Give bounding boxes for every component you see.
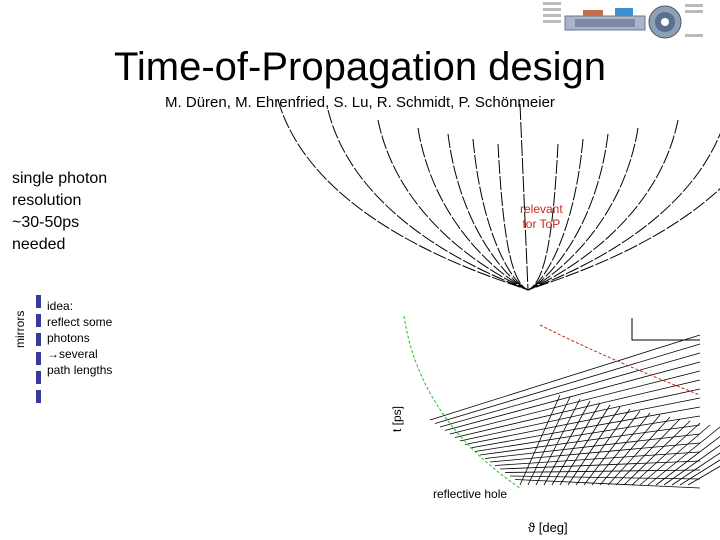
path-line: [479, 424, 701, 456]
path-line: [631, 422, 701, 486]
path-line: [527, 396, 571, 486]
path-line: [439, 352, 701, 428]
path-line: [535, 398, 581, 486]
path-line: [607, 416, 671, 486]
mirror-bars: [36, 295, 41, 409]
path-line: [615, 418, 681, 486]
idea-line: reflect some: [47, 315, 113, 329]
x-axis-label: ϑ [deg]: [528, 520, 568, 535]
reflective-hole-label: reflective hole: [433, 487, 508, 501]
authors: M. Düren, M. Ehrenfried, S. Lu, R. Schmi…: [165, 94, 555, 111]
mirror-bar: [36, 390, 41, 403]
mirror-bar: [36, 352, 41, 365]
fan-ray: [497, 143, 529, 291]
path-line: [484, 433, 701, 459]
slide-title: Time-of-Propagation design: [113, 45, 607, 89]
corner-mark: [631, 318, 700, 341]
path-line: [464, 397, 701, 445]
note-line: single photon: [12, 170, 108, 187]
idea-note: idea: reflect some photons →several path…: [47, 298, 112, 378]
y-axis-label: t [ps]: [390, 405, 404, 432]
resolution-note: single photon resolution ~30-50ps needed: [12, 168, 107, 256]
relevant-for-top-label: relevant for ToP: [520, 202, 563, 232]
path-line: [599, 414, 661, 486]
path-line: [591, 412, 651, 486]
fan-ray: [527, 188, 720, 291]
top-ray-fan: [277, 99, 720, 291]
fan-ray: [527, 132, 720, 291]
idea-line: photons: [47, 331, 90, 345]
path-line: [671, 452, 720, 486]
relevant-line: relevant: [520, 202, 563, 216]
path-line: [489, 442, 701, 463]
path-line: [444, 361, 701, 431]
path-line: [449, 370, 701, 435]
path-line: [575, 408, 631, 486]
green-curve: [403, 315, 521, 489]
path-line: [655, 436, 720, 486]
path-line: [434, 343, 701, 424]
fan-ray: [527, 119, 679, 291]
path-line: [639, 424, 711, 486]
note-line: resolution: [12, 192, 82, 209]
idea-line: →several: [47, 347, 98, 361]
path-line: [514, 479, 701, 489]
path-line: [459, 388, 701, 442]
red-curve: [539, 324, 701, 396]
note-line: needed: [12, 236, 66, 253]
fan-ray: [447, 133, 529, 291]
idea-line: idea:: [47, 299, 74, 313]
fan-ray: [519, 103, 529, 291]
detector-schematic-icon: [543, 2, 703, 39]
mirror-bar: [36, 314, 41, 327]
bottom-ray-lines: [429, 334, 720, 489]
path-line: [519, 394, 561, 486]
path-line: [429, 334, 701, 421]
fan-ray: [277, 99, 529, 291]
path-line: [663, 444, 720, 486]
fan-ray: [327, 109, 529, 291]
path-line: [559, 404, 611, 486]
path-line: [504, 469, 701, 473]
path-line: [679, 459, 720, 486]
path-line: [474, 415, 701, 452]
mirror-bar: [36, 333, 41, 346]
mirror-bar: [36, 371, 41, 384]
note-line: ~30-50ps: [12, 214, 80, 231]
fan-ray: [527, 143, 559, 291]
path-line: [623, 420, 691, 486]
path-line: [583, 410, 641, 486]
fan-ray: [377, 119, 529, 291]
path-line: [509, 475, 701, 480]
path-line: [647, 426, 720, 486]
relevant-line: for ToP: [522, 217, 561, 231]
fan-ray: [527, 138, 584, 291]
path-line: [469, 406, 701, 449]
path-line: [543, 400, 591, 486]
fan-ray: [472, 138, 529, 291]
fan-ray: [417, 127, 529, 291]
idea-line: path lengths: [47, 363, 113, 377]
path-line: [551, 402, 601, 486]
fan-ray: [527, 127, 639, 291]
fan-ray: [527, 133, 609, 291]
mirror-bar: [36, 295, 41, 308]
path-line: [687, 465, 720, 486]
path-line: [567, 406, 621, 486]
path-line: [454, 379, 701, 438]
